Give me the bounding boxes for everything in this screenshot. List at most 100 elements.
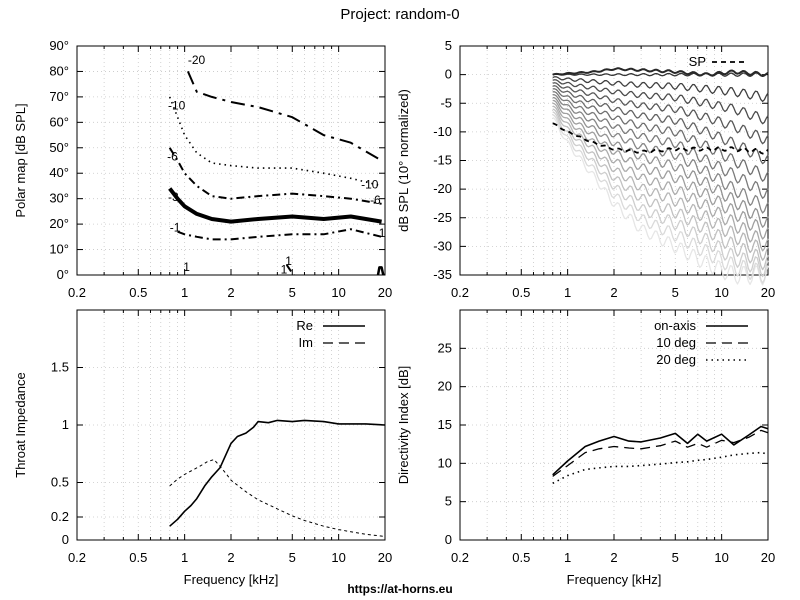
- plot-frame: [76, 309, 386, 541]
- y-axis-label: Throat Impedance: [13, 372, 28, 478]
- spl-line-110deg: [552, 102, 769, 252]
- x-tick-label: 1: [564, 550, 571, 565]
- x-tick-label: 10: [714, 285, 728, 300]
- contour-label: 1: [281, 263, 288, 277]
- contour-line--3: [168, 187, 382, 224]
- x-tick-label: 0.5: [129, 550, 147, 565]
- spl-line-160deg: [552, 117, 769, 286]
- contour-label: 1: [285, 254, 292, 268]
- contour-label: -6: [167, 150, 178, 164]
- page-title: Project: random-0: [340, 6, 460, 23]
- x-tick-label: 1: [564, 285, 571, 300]
- di-line-on-axis: [552, 425, 769, 476]
- contour-label: -20: [188, 53, 206, 67]
- x-tick-label: 0.5: [512, 285, 530, 300]
- x-tick-label: 2: [227, 550, 234, 565]
- x-tick-label: 10: [714, 550, 728, 565]
- spl-line-40deg: [552, 82, 769, 145]
- x-tick-label: 0.2: [68, 285, 86, 300]
- x-tick-label: 0.2: [68, 550, 86, 565]
- spl-line-140deg: [552, 111, 769, 278]
- y-tick-label: 5: [445, 38, 452, 53]
- impedance-line-Re: [169, 419, 386, 527]
- spl-line-20deg: [552, 76, 769, 103]
- x-tick-label: 5: [672, 285, 679, 300]
- y-tick-label: 10: [438, 455, 452, 470]
- x-tick-label: 5: [289, 550, 296, 565]
- spl-line-50deg: [552, 85, 769, 165]
- plot-frame: [459, 309, 769, 541]
- x-tick-label: 20: [378, 550, 392, 565]
- spl-line-0deg: [552, 67, 769, 77]
- x-tick-label: 20: [761, 550, 775, 565]
- panel-normalized-spl: 0.2 0.5 1 2 5 10 20 -35 -30 -25 -20 -15 -10 -5 0 5 dB SP…: [396, 38, 775, 300]
- contour-label: 1: [379, 226, 386, 240]
- x-tick-label: 5: [672, 550, 679, 565]
- x-tick-label: 10: [331, 285, 345, 300]
- y-tick-label: 10°: [49, 242, 69, 257]
- spl-line-130deg: [552, 108, 769, 271]
- y-tick-label: 80°: [49, 63, 69, 78]
- x-tick-label: 2: [610, 285, 617, 300]
- contour-label: -3: [168, 190, 179, 204]
- x-tick-label: 0.5: [512, 550, 530, 565]
- y-tick-label: -25: [433, 210, 452, 225]
- y-tick-label: -30: [433, 238, 452, 253]
- y-tick-label: -10: [433, 124, 452, 139]
- y-tick-label: 50°: [49, 140, 69, 155]
- contour-label: -1: [170, 221, 181, 235]
- panel-polar-map: 0.2 0.5 1 2 5 10 20 0° 10° 20° 30° 40° 50° 60° 70° 80° 9…: [13, 38, 392, 300]
- spl-line-80deg: [552, 94, 769, 214]
- x-tick-label: 1: [181, 285, 188, 300]
- y-tick-label: -20: [433, 181, 452, 196]
- contour-line--1: [177, 228, 382, 241]
- contour-label: 1: [183, 260, 190, 274]
- di-line-20-deg: [552, 451, 769, 485]
- x-tick-label: 10: [331, 550, 345, 565]
- x-axis-label: Frequency [kHz]: [184, 572, 279, 587]
- y-tick-label: 5: [445, 494, 452, 509]
- x-tick-label: 1: [181, 550, 188, 565]
- spl-line-30deg: [552, 79, 769, 125]
- y-tick-label: 0: [445, 532, 452, 547]
- legend-label: Re: [296, 318, 313, 333]
- legend-label: 20 deg: [656, 352, 696, 367]
- y-tick-label: 0°: [57, 267, 69, 282]
- y-tick-label: 1: [62, 417, 69, 432]
- x-tick-label: 0.2: [451, 550, 469, 565]
- y-tick-label: 0: [62, 532, 69, 547]
- y-tick-label: -35: [433, 267, 452, 282]
- contour-line--20: [186, 71, 383, 162]
- y-tick-label: 0.2: [51, 509, 69, 524]
- contour-fragment: [376, 266, 385, 276]
- legend-label: 10 deg: [656, 335, 696, 350]
- contour-label: -10: [361, 177, 379, 191]
- y-tick-label: 25: [438, 340, 452, 355]
- y-tick-label: 70°: [49, 89, 69, 104]
- x-tick-label: 2: [227, 285, 234, 300]
- y-axis-label: Polar map [dB SPL]: [13, 103, 28, 217]
- y-axis-label: Directivity Index [dB]: [396, 366, 411, 485]
- y-tick-label: 40°: [49, 165, 69, 180]
- y-tick-label: 20°: [49, 216, 69, 231]
- x-tick-label: 0.2: [451, 285, 469, 300]
- x-tick-label: 2: [610, 550, 617, 565]
- x-tick-label: 20: [761, 285, 775, 300]
- di-line-10-deg: [552, 429, 769, 477]
- y-tick-label: 20: [438, 379, 452, 394]
- y-tick-label: 15: [438, 417, 452, 432]
- spl-line-120deg: [552, 105, 769, 261]
- spl-line-70deg: [552, 91, 769, 199]
- x-tick-label: 20: [378, 285, 392, 300]
- contour-fragment: [285, 264, 295, 276]
- y-tick-label: -15: [433, 153, 452, 168]
- spl-line-90deg: [552, 96, 769, 228]
- impedance-line-Im: [169, 459, 386, 537]
- contour-line--6: [168, 147, 382, 205]
- plot-frame: [76, 45, 386, 276]
- spl-line-SP: [552, 122, 769, 155]
- legend-label: Im: [299, 335, 313, 350]
- x-tick-label: 5: [289, 285, 296, 300]
- y-tick-label: 1.5: [51, 360, 69, 375]
- footer-url: https://at-horns.eu: [347, 582, 453, 596]
